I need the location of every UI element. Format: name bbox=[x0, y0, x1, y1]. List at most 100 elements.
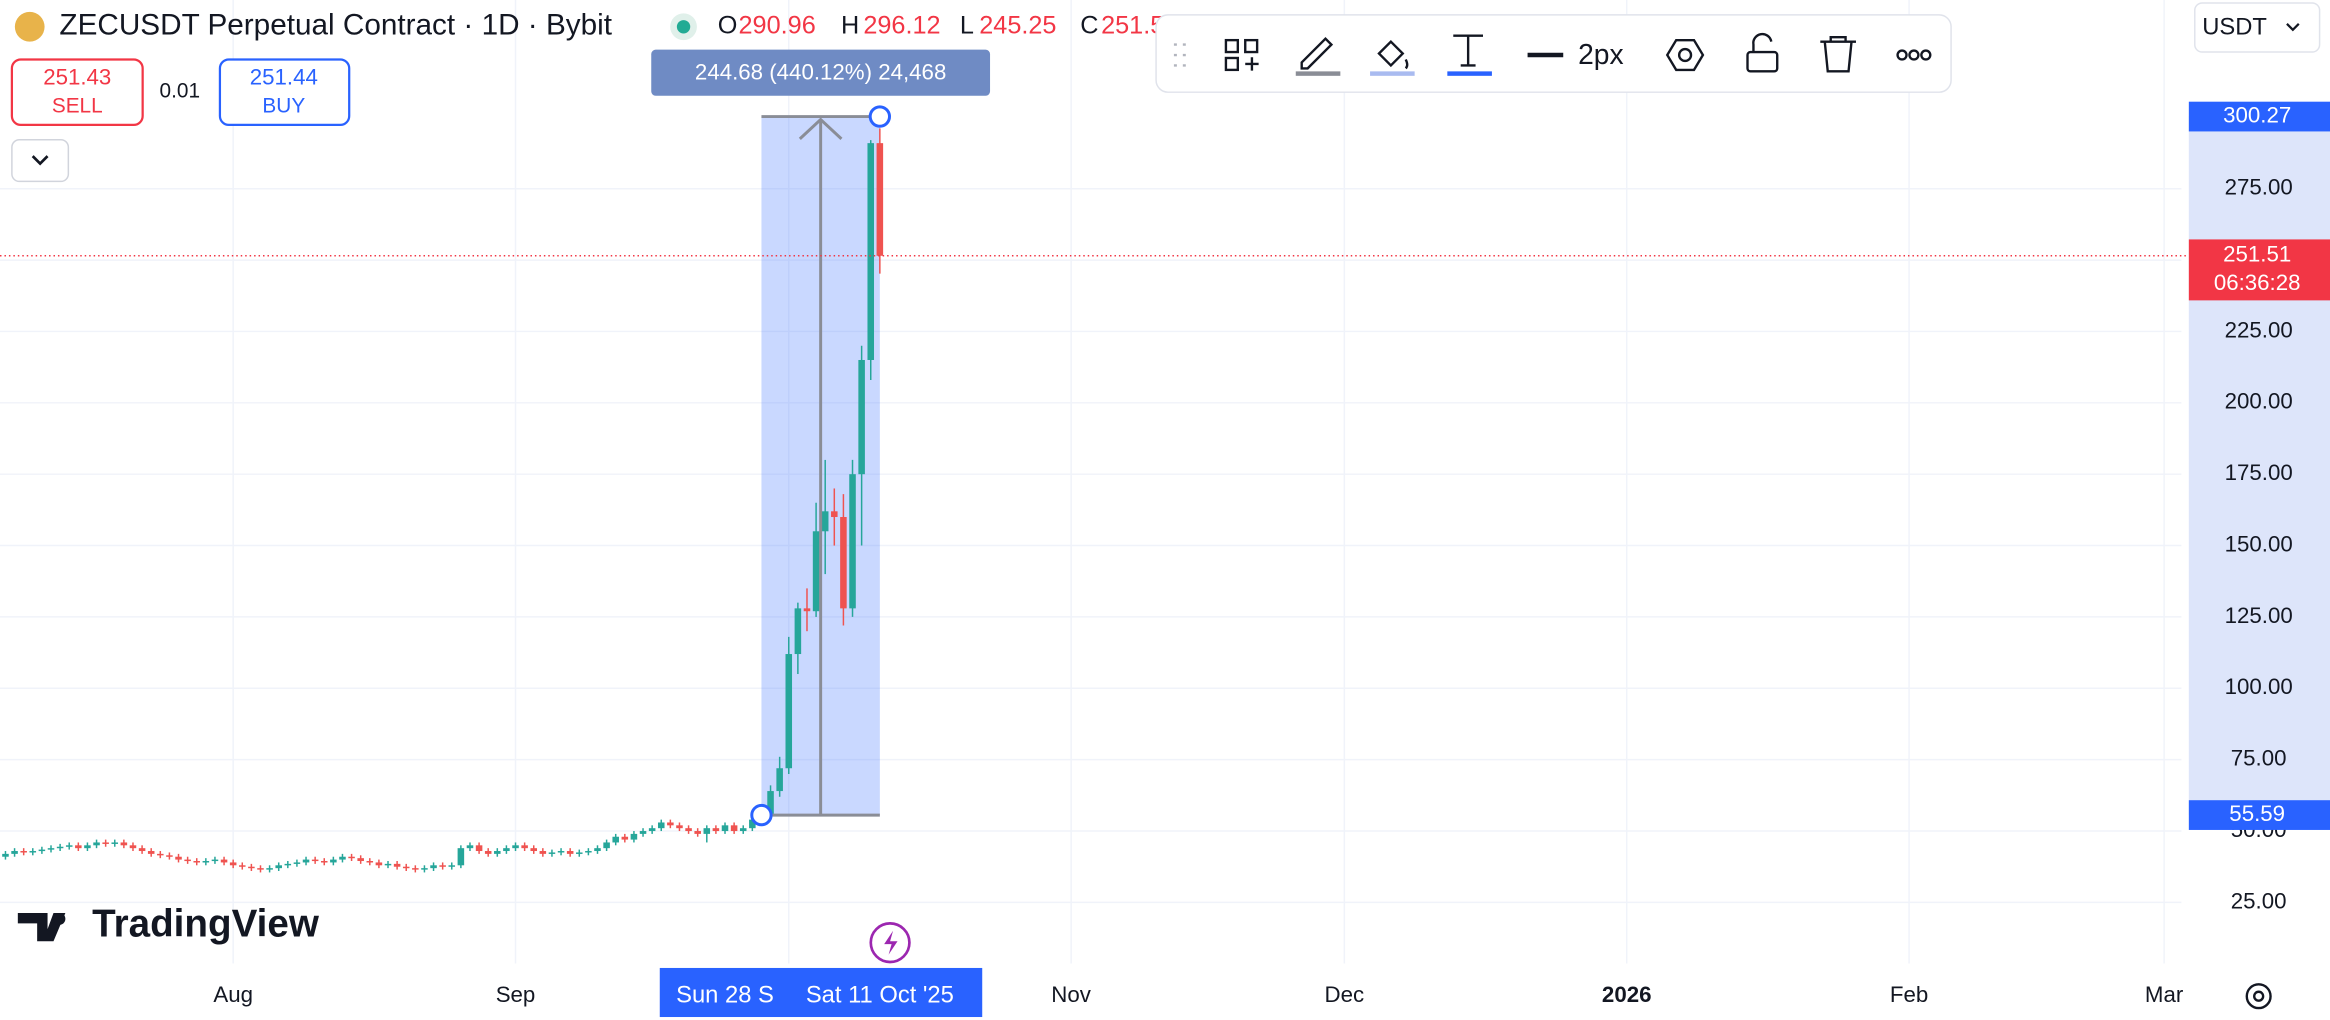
candle-body bbox=[557, 851, 565, 853]
status-dot bbox=[676, 20, 691, 34]
candle-body bbox=[402, 866, 410, 869]
countdown: 06:36:28 bbox=[2214, 270, 2301, 295]
buy-price: 251.44 bbox=[250, 65, 318, 90]
measure-handle bbox=[868, 105, 891, 128]
candle-body bbox=[685, 828, 692, 832]
icon-fill[interactable] bbox=[1377, 39, 1409, 70]
icon-settings[interactable] bbox=[1665, 38, 1705, 72]
icon-more bbox=[1920, 49, 1932, 61]
candle-body bbox=[2, 853, 9, 857]
icon-more[interactable] bbox=[1896, 49, 1908, 61]
icon-lock[interactable] bbox=[1746, 50, 1779, 73]
chevron bbox=[2286, 23, 2300, 32]
candle-body bbox=[157, 853, 164, 856]
measure-label-box bbox=[651, 49, 991, 96]
candle-body bbox=[867, 143, 875, 360]
y-tick-label: 25.00 bbox=[2231, 888, 2287, 913]
candle-body bbox=[147, 851, 155, 854]
candle-body bbox=[75, 845, 82, 849]
candle-body bbox=[648, 828, 656, 832]
x-tick-label: Aug bbox=[213, 982, 253, 1007]
candle-body bbox=[530, 848, 538, 852]
price-tag bbox=[2188, 101, 2330, 132]
icon-text[interactable] bbox=[1453, 34, 1483, 67]
candle-body bbox=[694, 831, 701, 834]
y-tick-label: 100.00 bbox=[2225, 674, 2293, 699]
buy-button[interactable] bbox=[218, 58, 351, 127]
candle-body bbox=[366, 861, 374, 863]
candle-body bbox=[175, 856, 182, 860]
candle-body bbox=[311, 859, 319, 862]
icon-add[interactable] bbox=[1245, 57, 1259, 71]
candle-body bbox=[275, 865, 282, 869]
axes: 25.0050.0075.00100.00125.00150.00175.002… bbox=[213, 101, 2330, 1018]
brand-logo bbox=[17, 912, 66, 942]
candle-body bbox=[166, 855, 173, 857]
candle-body bbox=[785, 654, 793, 769]
candle-body bbox=[448, 865, 456, 867]
candle-body bbox=[803, 608, 811, 612]
drag-handle[interactable] bbox=[1173, 43, 1186, 67]
currency-select[interactable] bbox=[2194, 2, 2321, 53]
candle-body bbox=[676, 825, 683, 829]
x-tick-label: Feb bbox=[1890, 982, 1928, 1007]
y-tick-label: 175.00 bbox=[2225, 460, 2293, 485]
candle-body bbox=[211, 859, 219, 862]
candle-body bbox=[639, 831, 647, 834]
settings-icon[interactable] bbox=[2245, 983, 2272, 1010]
candle-body bbox=[612, 836, 619, 843]
candle-body bbox=[703, 828, 711, 834]
axis-highlight bbox=[2188, 115, 2330, 815]
candle-body bbox=[384, 863, 392, 866]
candle-body bbox=[239, 865, 246, 867]
candle-body bbox=[776, 768, 783, 792]
brand: TradingView bbox=[92, 903, 320, 946]
candle-body bbox=[576, 852, 583, 854]
candle-body bbox=[202, 861, 210, 863]
candle-body bbox=[539, 851, 547, 854]
candle-body bbox=[840, 517, 847, 609]
text-color bbox=[1447, 71, 1492, 76]
measure-handle bbox=[750, 803, 773, 827]
candle-body bbox=[220, 859, 228, 863]
price-tag bbox=[2188, 800, 2330, 830]
candle-body bbox=[56, 846, 64, 849]
candle-body bbox=[794, 608, 802, 655]
ohlc-value: 245.25 bbox=[979, 11, 1056, 39]
x-tick-label: Sep bbox=[496, 982, 536, 1007]
sell-button[interactable] bbox=[10, 58, 144, 127]
candle-body bbox=[603, 842, 610, 849]
x-tick-label: Mar bbox=[2145, 982, 2184, 1007]
candle-body bbox=[566, 851, 574, 854]
candle-body bbox=[47, 848, 55, 850]
fill-color bbox=[1370, 71, 1415, 76]
price-tag-label: 55.59 bbox=[2229, 801, 2285, 826]
candle-body bbox=[302, 859, 310, 863]
candle-body bbox=[120, 842, 128, 846]
icon-templates[interactable] bbox=[1224, 38, 1240, 54]
chart-title: ZECUSDT Perpetual Contract · 1D · Bybit bbox=[59, 9, 612, 42]
candle-body bbox=[393, 863, 401, 867]
icon-delete[interactable] bbox=[1820, 35, 1856, 73]
candles bbox=[2, 128, 884, 873]
line-color bbox=[1295, 71, 1341, 76]
x-tick-label: 2026 bbox=[1602, 982, 1652, 1007]
icon-lock bbox=[1752, 32, 1773, 53]
candle-body bbox=[330, 859, 337, 863]
icon-more bbox=[1908, 49, 1920, 61]
candle-body bbox=[585, 851, 592, 853]
candle-body bbox=[266, 868, 273, 870]
candle-body bbox=[339, 856, 346, 860]
y-tick-label: 75.00 bbox=[2231, 746, 2287, 771]
icon-templates[interactable] bbox=[1244, 38, 1259, 54]
candle-body bbox=[594, 848, 601, 852]
y-tick-label: 150.00 bbox=[2225, 531, 2293, 556]
toolbar-icons bbox=[1173, 32, 1932, 76]
candle-body bbox=[484, 851, 492, 854]
collapse-button[interactable] bbox=[11, 139, 70, 183]
icon-pencil[interactable] bbox=[1300, 36, 1334, 70]
candle-body bbox=[11, 851, 18, 854]
line-width-label[interactable]: 2px bbox=[1578, 38, 1624, 70]
icon-templates[interactable] bbox=[1224, 56, 1240, 72]
candle-body bbox=[457, 848, 465, 866]
